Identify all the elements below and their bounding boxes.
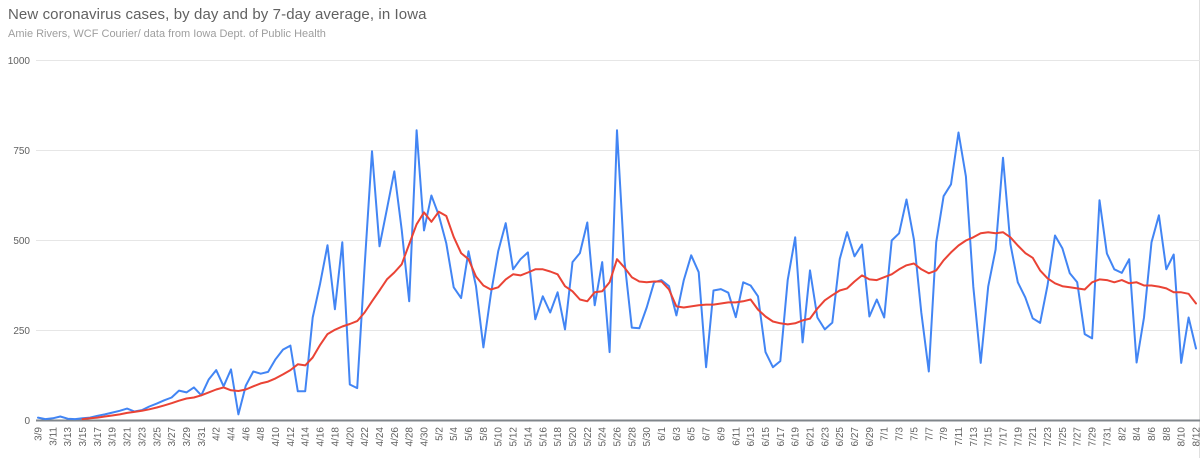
x-axis-label-4/24: 4/24 [375,427,386,447]
x-axis-label-6/5: 6/5 [687,427,698,441]
chart-header: New coronavirus cases, by day and by 7-d… [8,6,427,40]
x-axis-label-7/29: 7/29 [1088,427,1099,447]
x-axis-label-6/3: 6/3 [672,427,683,441]
x-axis-label-5/16: 5/16 [538,427,549,447]
x-axis-label-8/4: 8/4 [1132,427,1143,441]
x-axis-label-8/2: 8/2 [1117,427,1128,441]
x-axis-label-4/8: 4/8 [256,427,267,441]
x-axis-label-7/31: 7/31 [1102,427,1113,447]
seven-day-average-line [81,210,1197,421]
y-axis-label-750: 750 [13,146,30,157]
chart-subtitle: Amie Rivers, WCF Courier/ data from Iowa… [8,28,326,40]
x-axis-label-7/25: 7/25 [1058,427,1069,447]
x-axis-label-4/4: 4/4 [227,427,238,441]
x-axis-label-5/26: 5/26 [613,427,624,447]
x-axis-label-3/23: 3/23 [137,427,148,447]
x-axis-label-4/18: 4/18 [330,427,341,447]
x-axis-label-5/14: 5/14 [523,427,534,447]
y-axis-label-500: 500 [13,236,30,247]
x-axis-label-3/27: 3/27 [167,427,178,447]
x-axis-label-5/22: 5/22 [583,427,594,447]
x-axis-label-7/19: 7/19 [1013,427,1024,447]
x-axis-label-5/6: 5/6 [464,427,475,441]
x-axis-label-5/10: 5/10 [494,427,505,447]
x-axis-label-6/9: 6/9 [716,427,727,441]
x-axis-label-4/30: 4/30 [420,427,431,447]
x-axis-label-3/15: 3/15 [78,427,89,447]
x-axis-label-5/4: 5/4 [449,427,460,441]
x-axis-label-4/26: 4/26 [390,427,401,447]
x-axis-label-4/22: 4/22 [360,427,371,447]
x-axis-label-3/17: 3/17 [93,427,104,447]
x-axis-label-6/23: 6/23 [820,427,831,447]
x-axis-label-3/29: 3/29 [182,427,193,447]
x-axis-label-7/17: 7/17 [999,427,1010,447]
x-axis-label-4/28: 4/28 [405,427,416,447]
y-axis-label-1000: 1000 [8,56,31,67]
x-axis-label-4/14: 4/14 [301,427,312,447]
x-axis-label-8/6: 8/6 [1147,427,1158,441]
x-axis-label-6/11: 6/11 [731,427,742,446]
x-axis-label-7/5: 7/5 [909,427,920,441]
x-axis-label-5/30: 5/30 [642,427,653,447]
daily-new-cases-line [37,129,1197,421]
x-axis-label-7/1: 7/1 [880,427,891,441]
x-axis-label-3/13: 3/13 [63,427,74,447]
x-axis-label-3/9: 3/9 [34,427,45,441]
x-axis-label-6/1: 6/1 [657,427,668,441]
x-axis-label-7/7: 7/7 [924,427,935,441]
x-axis-label-6/25: 6/25 [835,427,846,447]
y-axis-label-250: 250 [13,326,30,337]
x-axis-label-8/8: 8/8 [1162,427,1173,441]
x-axis-label-3/25: 3/25 [152,427,163,447]
x-axis-label-7/21: 7/21 [1028,427,1039,447]
chart-title: New coronavirus cases, by day and by 7-d… [8,6,427,23]
x-axis-label-8/10: 8/10 [1177,427,1188,447]
x-axis-label-4/6: 4/6 [241,427,252,441]
x-axis-label-6/21: 6/21 [806,427,817,447]
x-axis-label-4/16: 4/16 [316,427,327,447]
x-axis-label-5/8: 5/8 [479,427,490,441]
x-axis-label-7/27: 7/27 [1073,427,1084,447]
x-axis-label-4/12: 4/12 [286,427,297,447]
x-axis-label-6/17: 6/17 [776,427,787,447]
x-axis-label-7/15: 7/15 [984,427,995,447]
x-axis-label-3/19: 3/19 [108,427,119,447]
x-axis-label-5/20: 5/20 [568,427,579,447]
x-axis-label-7/9: 7/9 [939,427,950,441]
x-axis-label-3/21: 3/21 [123,427,134,447]
y-axis-label-0: 0 [24,416,30,427]
x-axis-label-4/10: 4/10 [271,427,282,447]
x-axis-label-7/23: 7/23 [1043,427,1054,447]
x-axis-label-7/11: 7/11 [954,427,965,446]
x-axis-label-5/24: 5/24 [598,427,609,447]
x-axis-label-6/7: 6/7 [702,427,713,441]
x-axis-label-5/2: 5/2 [434,427,445,441]
x-axis-label-6/29: 6/29 [865,427,876,447]
x-axis-label-6/19: 6/19 [791,427,802,447]
x-axis-label-6/13: 6/13 [746,427,757,447]
x-axis-label-5/28: 5/28 [627,427,638,447]
x-axis-label-6/15: 6/15 [761,427,772,447]
x-axis-label-7/3: 7/3 [895,427,906,441]
x-axis-label-3/11: 3/11 [48,427,59,446]
x-axis-label-4/2: 4/2 [212,427,223,441]
x-axis-label-8/12: 8/12 [1192,427,1200,447]
x-axis-label-5/18: 5/18 [553,427,564,447]
x-axis-label-7/13: 7/13 [969,427,980,447]
x-axis-label-6/27: 6/27 [850,427,861,447]
x-axis-label-4/20: 4/20 [345,427,356,447]
x-axis-label-3/31: 3/31 [197,427,208,447]
x-axis-label-5/12: 5/12 [509,427,520,447]
